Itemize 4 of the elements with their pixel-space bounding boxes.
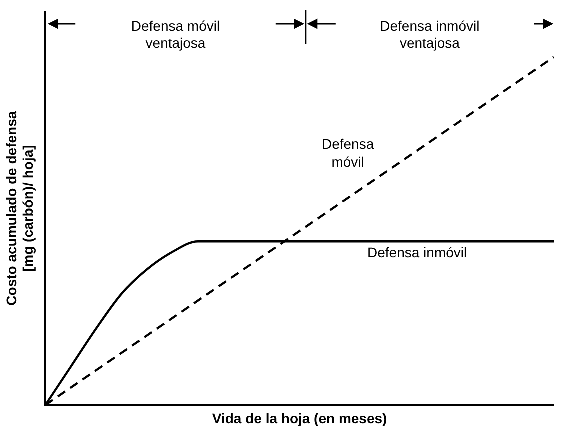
y-axis-title: Costo acumulado de defensa [mg (carbón)/ hoja] [3, 111, 36, 306]
series-label: Defensa móvil [322, 136, 374, 170]
series-label: Defensa inmóvil [368, 244, 468, 261]
x-axis-title: Vida de la hoja (en meses) [212, 410, 388, 426]
